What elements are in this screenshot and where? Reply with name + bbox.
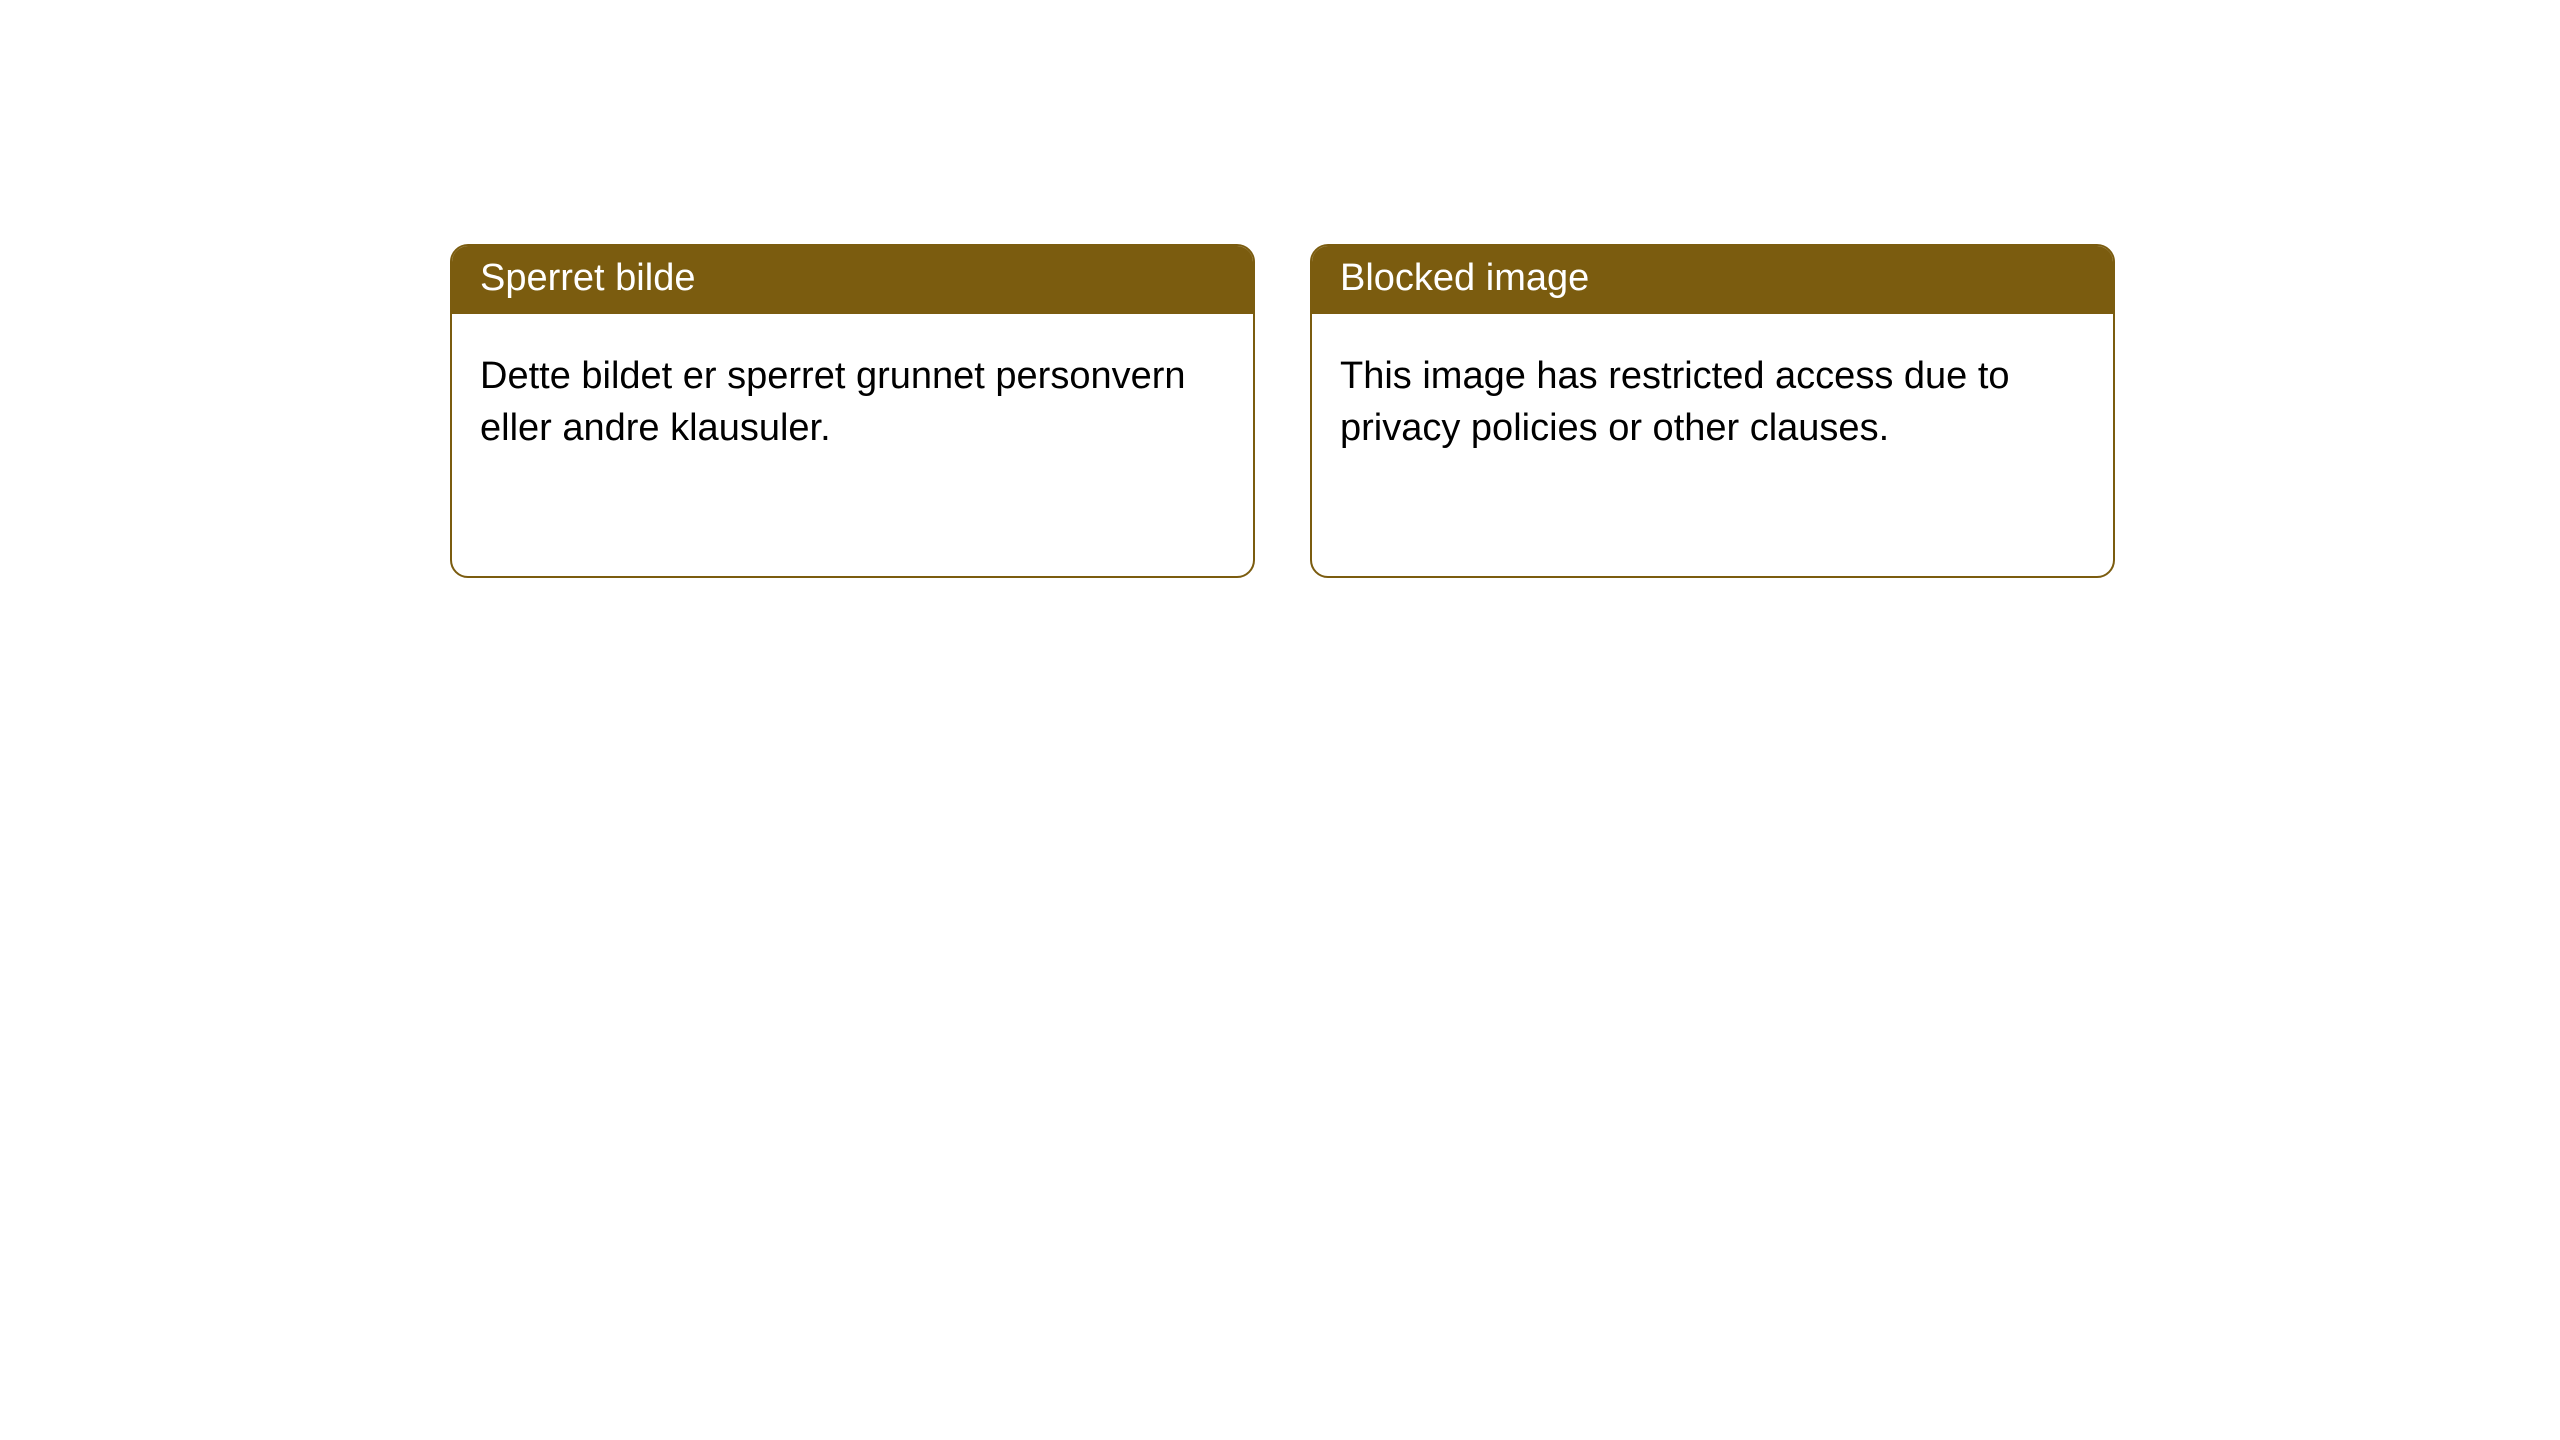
notice-header: Blocked image (1312, 246, 2113, 314)
notice-header: Sperret bilde (452, 246, 1253, 314)
notice-body: Dette bildet er sperret grunnet personve… (452, 314, 1253, 491)
notice-box-norwegian: Sperret bilde Dette bildet er sperret gr… (450, 244, 1255, 578)
notice-container: Sperret bilde Dette bildet er sperret gr… (0, 0, 2560, 578)
notice-box-english: Blocked image This image has restricted … (1310, 244, 2115, 578)
notice-body: This image has restricted access due to … (1312, 314, 2113, 491)
